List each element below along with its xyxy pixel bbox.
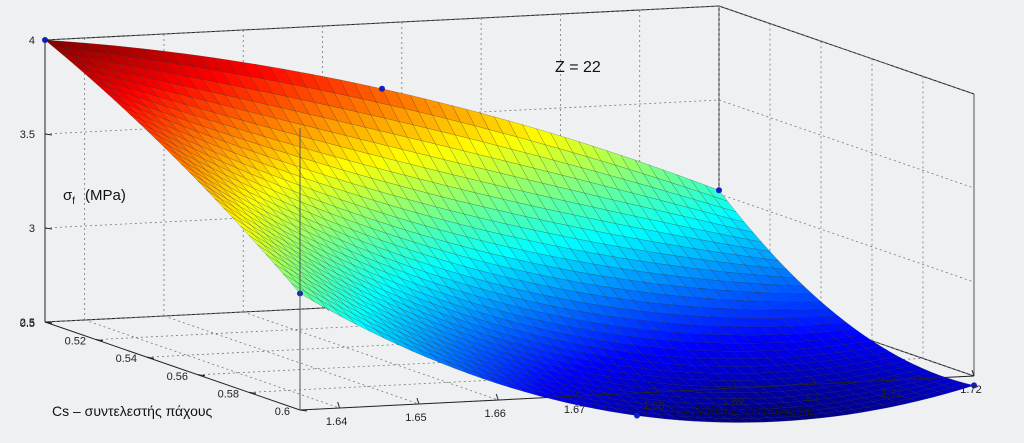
z-tick-label: 4 — [29, 35, 35, 47]
data-point — [379, 85, 385, 92]
axis-line-y — [44, 321, 301, 411]
surface-mesh — [42, 37, 977, 423]
y-tick-label: 0.52 — [65, 336, 86, 348]
data-point — [971, 382, 977, 389]
x-tick-mark — [337, 401, 341, 409]
x-tick-label: 1.65 — [405, 412, 426, 424]
y-axis-label: Cs – συντελεστής πάχους — [52, 403, 213, 419]
x-tick-label: 1.68 — [643, 400, 664, 412]
z-axis-symbol: σ — [63, 187, 73, 204]
axes-front-edges — [44, 94, 975, 411]
x-tick-label: 1.69 — [722, 396, 743, 408]
x-tick-mark — [495, 393, 499, 401]
x-tick-label: 1.64 — [326, 416, 347, 428]
z-tick-mark — [44, 321, 53, 324]
y-tick-mark — [248, 391, 257, 394]
z-axis-label: σf (MPa) — [63, 187, 126, 207]
y-tick-mark — [197, 374, 206, 377]
x-tick-mark — [416, 397, 420, 405]
x-tick-label: 1.66 — [485, 408, 506, 420]
z-tick-mark — [44, 133, 53, 136]
x-tick-label: 1.71 — [881, 388, 902, 400]
y-tick-label: 0.56 — [167, 371, 188, 383]
z-axis-unit: (MPa) — [85, 187, 126, 204]
axis-line-x — [299, 375, 975, 411]
z-tick-label: 3.5 — [20, 129, 35, 141]
x-tick-mark — [654, 385, 658, 393]
y-tick-label: 0.6 — [275, 406, 290, 418]
tick-labels: 1.64 1.65 1.66 1.67 1.68 1.69 1.7 1.71 1.72 0.5 0.… — [20, 35, 982, 428]
x-tick-label: 1.7 — [805, 392, 820, 404]
z-tick-mark — [44, 227, 53, 230]
z-annotation: Z = 22 — [555, 59, 601, 76]
x-tick-mark — [892, 373, 896, 381]
z-tick-label: 3 — [29, 223, 35, 235]
data-point — [634, 412, 640, 419]
x-tick-mark — [733, 381, 737, 389]
x-axis-label: ε – βαθμός επικάλυψης — [672, 403, 817, 419]
y-tick-label: 0.5 — [20, 318, 35, 330]
x-tick-mark — [575, 389, 579, 397]
y-tick-mark — [95, 339, 104, 342]
x-tick-label: 1.72 — [960, 384, 981, 396]
y-tick-label: 0.58 — [218, 388, 239, 400]
z-tick-mark — [44, 39, 53, 42]
y-tick-label: 0.54 — [116, 353, 137, 365]
axis-line-top-right — [718, 5, 975, 95]
y-tick-mark — [146, 356, 155, 359]
x-tick-mark — [812, 377, 816, 385]
z-tick-label: 2.5 — [20, 317, 35, 329]
z-axis-sub: f — [72, 196, 75, 207]
x-tick-mark — [971, 369, 975, 377]
grid-line-z-right — [718, 99, 975, 189]
y-tick-mark — [299, 409, 308, 412]
data-point — [716, 187, 722, 194]
axis-line-top-back — [44, 5, 720, 41]
x-tick-label: 1.67 — [564, 404, 585, 416]
